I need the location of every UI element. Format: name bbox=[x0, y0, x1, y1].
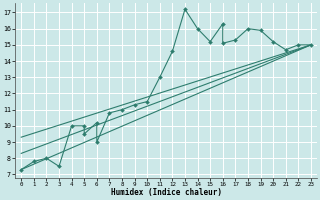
X-axis label: Humidex (Indice chaleur): Humidex (Indice chaleur) bbox=[111, 188, 221, 197]
